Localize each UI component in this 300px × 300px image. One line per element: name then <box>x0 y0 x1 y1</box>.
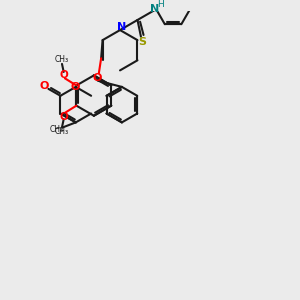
Text: CH₃: CH₃ <box>55 55 69 64</box>
Text: O: O <box>93 73 102 83</box>
Text: O: O <box>59 70 68 80</box>
Text: O: O <box>39 81 49 91</box>
Text: CH₃: CH₃ <box>55 127 69 136</box>
Text: N: N <box>117 22 126 32</box>
Text: S: S <box>138 37 146 46</box>
Text: O: O <box>59 112 68 122</box>
Text: H: H <box>157 0 164 9</box>
Text: N: N <box>150 4 160 14</box>
Text: O: O <box>70 82 80 92</box>
Text: CH₃: CH₃ <box>50 125 64 134</box>
